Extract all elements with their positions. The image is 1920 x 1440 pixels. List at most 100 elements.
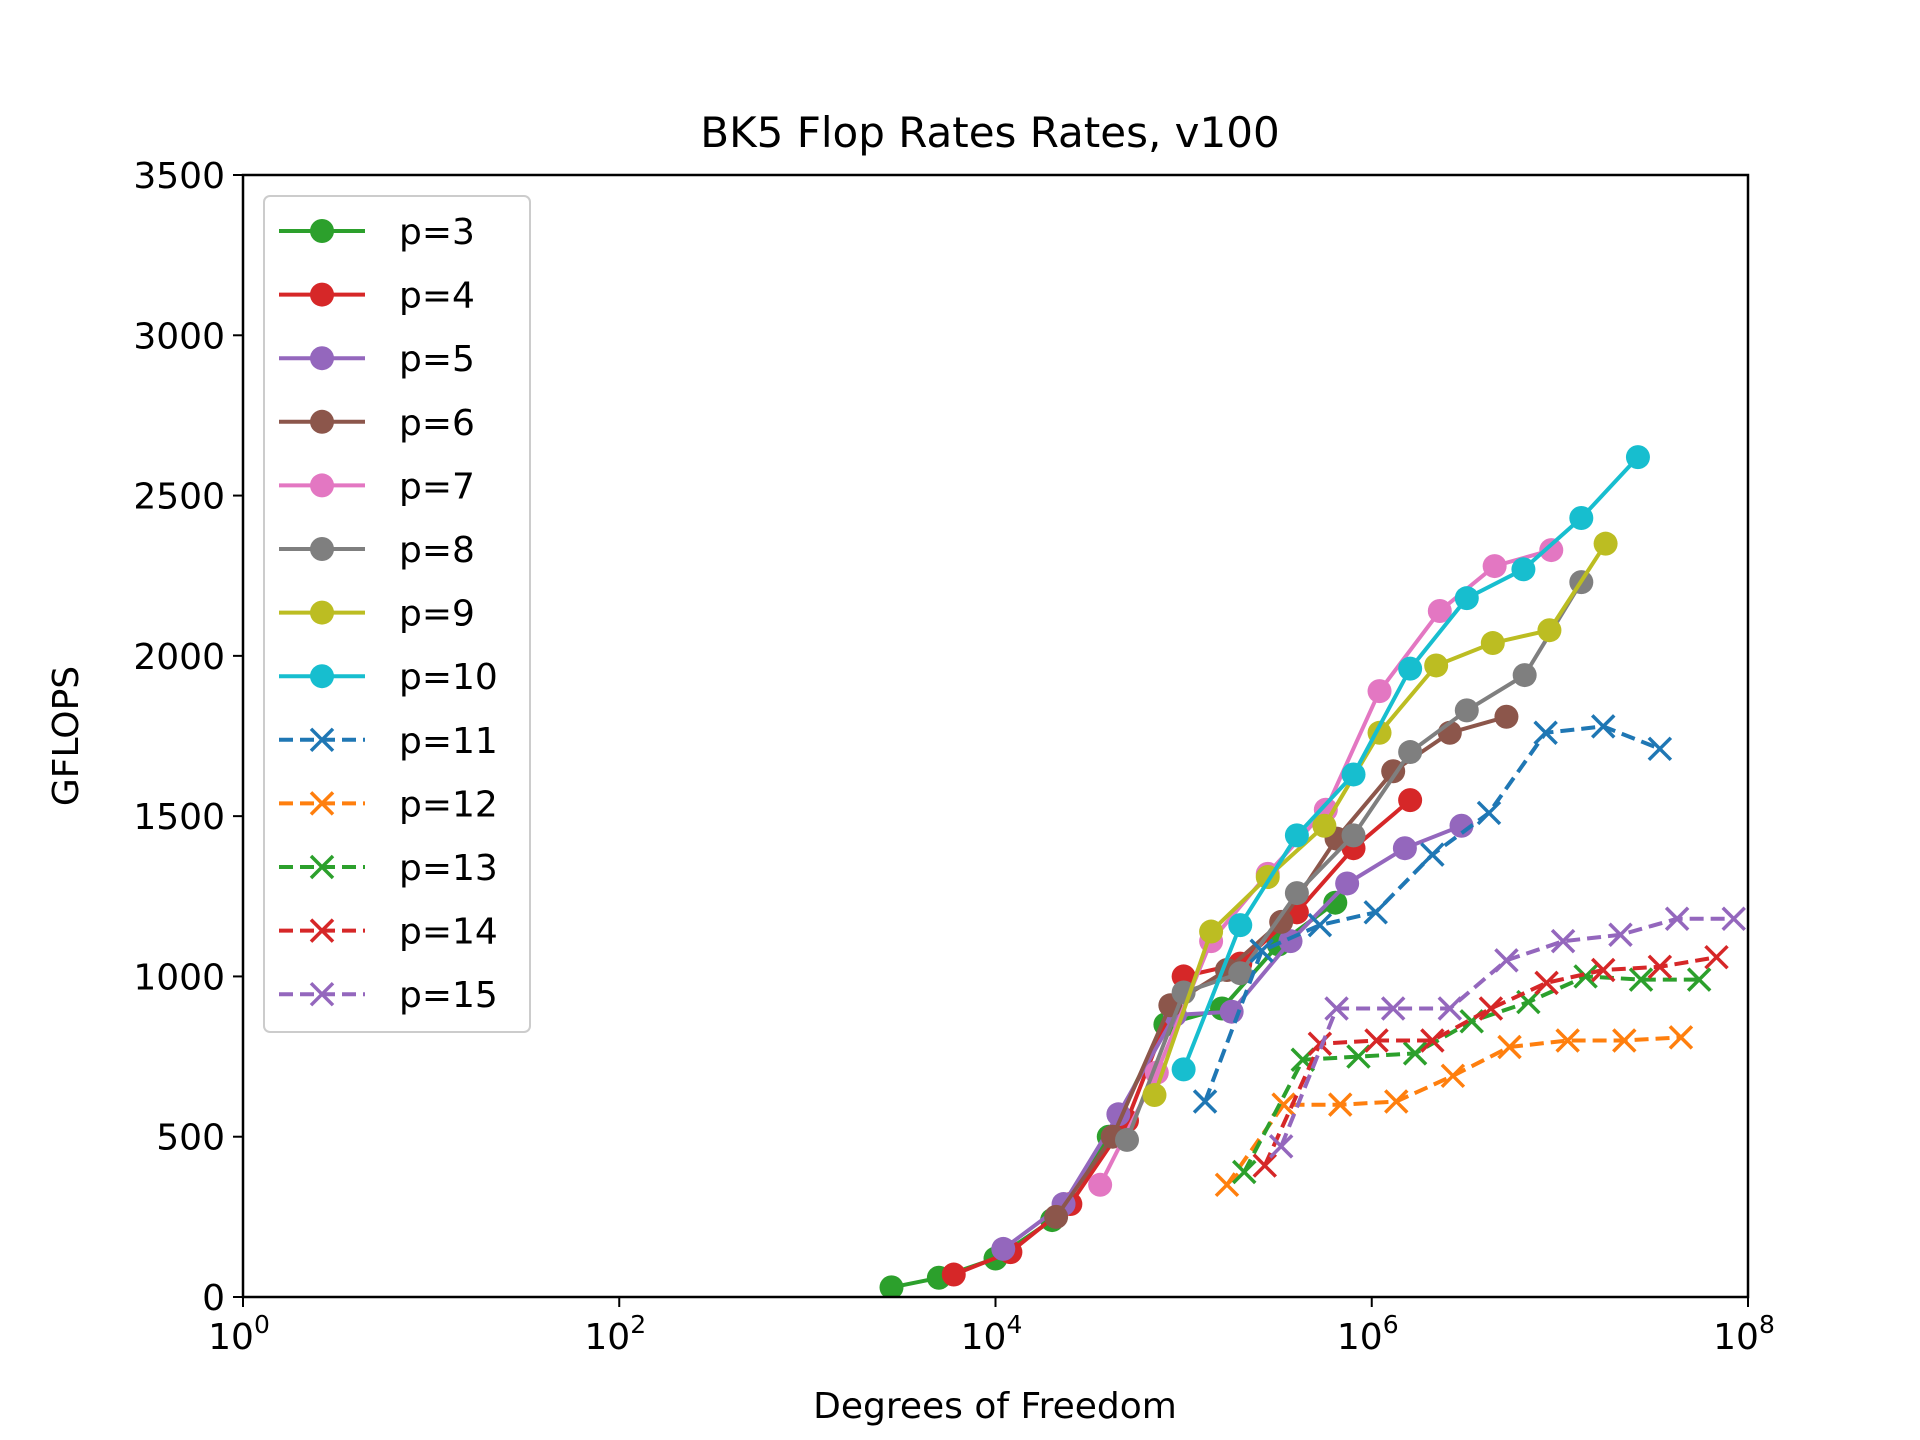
x-tick-label: 102 (584, 1310, 646, 1358)
series-layer (879, 445, 1746, 1297)
data-point (1668, 1025, 1694, 1050)
legend-entry: p=12 (279, 784, 498, 825)
legend-swatch-marker (309, 918, 335, 943)
data-point (1324, 996, 1349, 1021)
legend-label: p=13 (399, 848, 498, 889)
legend-entry: p=6 (279, 403, 475, 444)
legend-label: p=3 (399, 212, 475, 253)
data-point (1476, 800, 1502, 826)
data-point (1482, 554, 1507, 579)
data-point (1398, 656, 1423, 681)
legend-label: p=9 (399, 594, 475, 635)
data-point (1398, 788, 1423, 813)
data-point (1284, 823, 1309, 848)
data-point (1392, 836, 1417, 861)
legend-swatch-marker (310, 346, 334, 371)
legend-entry: p=14 (279, 912, 498, 953)
legend-label: p=5 (399, 339, 475, 380)
data-point (1384, 1089, 1409, 1114)
data-point (1511, 557, 1536, 582)
y-tick-label: 500 (156, 1118, 225, 1159)
data-point (1427, 598, 1452, 623)
y-tick-label: 3000 (133, 316, 225, 357)
legend-swatch-marker (310, 664, 334, 689)
data-point (1454, 586, 1479, 611)
data-point (1232, 1159, 1257, 1185)
y-axis-label: GFLOPS (46, 666, 87, 806)
data-point (1537, 618, 1562, 643)
legend-label: p=8 (399, 530, 475, 571)
legend-frame (263, 195, 531, 1033)
y-tick-label: 0 (202, 1278, 225, 1319)
data-point (879, 1275, 904, 1297)
plot-area (241, 173, 1750, 1299)
data-point (1380, 996, 1406, 1021)
data-point (1478, 996, 1504, 1021)
data-point (1628, 967, 1654, 992)
data-point (1512, 663, 1537, 688)
data-point (1424, 653, 1449, 678)
x-tick-label: 100 (208, 1310, 270, 1358)
data-point (941, 1262, 966, 1287)
data-point (1555, 1028, 1580, 1053)
data-point (1341, 762, 1366, 787)
legend-entry: p=9 (279, 594, 475, 635)
data-point (1494, 704, 1519, 729)
series-p=9 (1142, 531, 1618, 1108)
data-point (1249, 938, 1274, 964)
data-point (1420, 842, 1445, 867)
legend-label: p=7 (399, 466, 475, 507)
legend-label: p=4 (399, 276, 475, 317)
data-point (1437, 996, 1463, 1021)
data-point (1171, 1057, 1196, 1082)
data-point (1539, 538, 1564, 563)
data-point (1550, 928, 1576, 954)
legend-swatch-marker (309, 791, 335, 816)
x-axis: 100 102 104 106 108 (208, 1297, 1775, 1358)
legend-swatch-marker (310, 282, 334, 307)
series-p=13 (1232, 964, 1712, 1185)
y-axis: 0 500 1000 1500 2000 2500 3000 3500 (133, 156, 243, 1319)
legend-entry: p=8 (279, 530, 475, 571)
data-point (1341, 823, 1366, 848)
data-point (1044, 1204, 1069, 1229)
data-point (1307, 912, 1333, 938)
series-p=11 (1192, 714, 1673, 1114)
y-tick-label: 2500 (133, 477, 225, 518)
data-point (1312, 813, 1337, 838)
data-point (1214, 1172, 1240, 1198)
legend-swatch-marker (310, 473, 334, 498)
series-p=8 (1114, 570, 1594, 1152)
legend-swatch-marker (310, 219, 334, 243)
y-tick-label: 3500 (133, 156, 225, 197)
legend-swatch-marker (310, 537, 334, 561)
legend-entry: p=15 (279, 975, 498, 1016)
data-point (1497, 1034, 1522, 1060)
data-point (1402, 1041, 1428, 1066)
legend-entry: p=3 (279, 212, 475, 253)
data-point (1480, 631, 1505, 656)
data-point (1142, 1083, 1167, 1108)
data-point (1088, 1172, 1113, 1197)
data-point (1625, 445, 1650, 470)
data-point (1647, 954, 1673, 980)
legend-swatch-marker (309, 727, 335, 753)
data-point (1228, 961, 1253, 986)
data-point (1364, 1028, 1389, 1053)
data-point (1199, 919, 1224, 944)
series-p=12 (1214, 1025, 1694, 1198)
data-point (1284, 881, 1309, 906)
data-point (1335, 871, 1360, 896)
legend-entry: p=13 (279, 848, 498, 889)
y-tick-label: 1000 (133, 957, 225, 998)
series-line (1262, 955, 1717, 1167)
legend-entry: p=10 (279, 657, 498, 698)
data-point (1323, 890, 1348, 915)
data-point (1721, 906, 1746, 931)
data-point (1593, 531, 1618, 556)
x-axis-label: Degrees of Freedom (813, 1386, 1177, 1427)
data-point (1569, 506, 1594, 531)
legend-swatch-marker (309, 981, 335, 1007)
legend-label: p=6 (399, 403, 475, 444)
